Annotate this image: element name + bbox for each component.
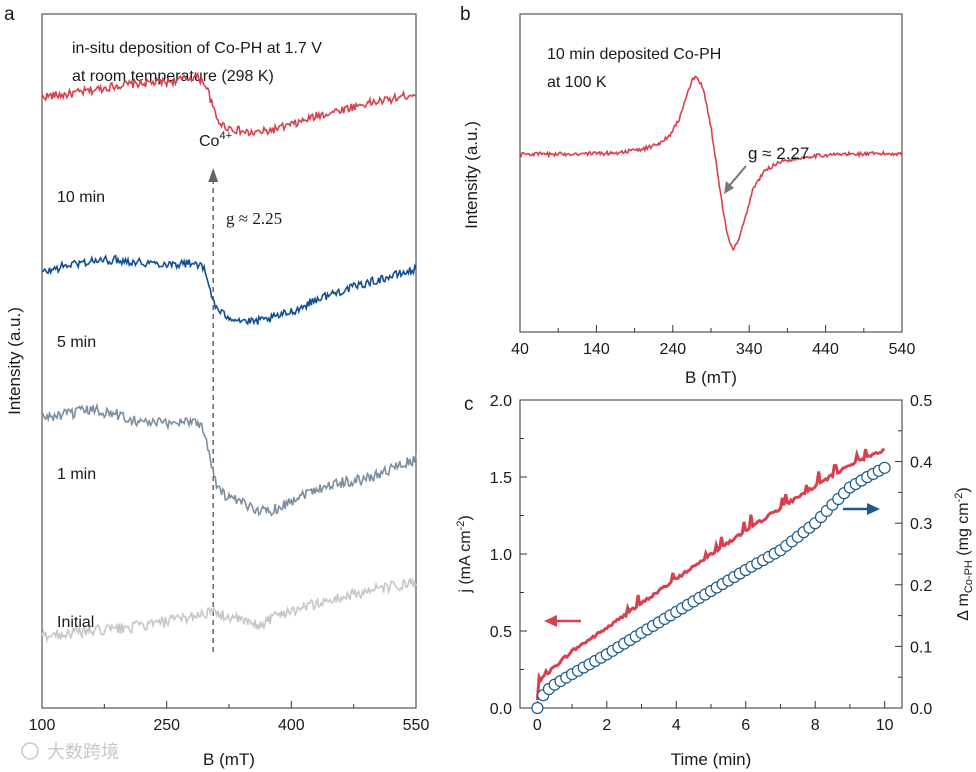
species-label: Co4+ xyxy=(199,130,232,150)
panel-a-y-axis-label: Intensity (a.u.) xyxy=(5,307,24,415)
y-tick-label-1.5: 1.5 xyxy=(490,470,512,487)
series-initial-label: Initial xyxy=(57,614,94,631)
x-tick-label-540: 540 xyxy=(889,341,916,358)
series-1-min-line xyxy=(41,402,417,517)
panel-b-x-tick-labels: 40 140 240 340 440 540 xyxy=(511,341,915,358)
panel-a-label: a xyxy=(4,4,15,25)
panel-b-title-line-1: 10 min deposited Co-PH xyxy=(547,46,721,63)
panel-b-pointer-arrow-shaft xyxy=(728,165,747,187)
panel-c-ticks xyxy=(520,399,902,709)
series-5-min-label: 5 min xyxy=(57,334,96,351)
panel-a-title-line-1: in-situ deposition of Co-PH at 1.7 V xyxy=(72,40,322,57)
x-tick-label-250: 250 xyxy=(153,717,180,734)
panel-c-x-tick-labels: 0 2 4 6 8 10 xyxy=(533,717,894,734)
mass-marker-point xyxy=(531,701,544,715)
current-density-line xyxy=(535,447,885,701)
x-tick-label-10: 10 xyxy=(876,717,894,734)
x-tick-label-550: 550 xyxy=(403,717,430,734)
x-tick-label-2: 2 xyxy=(602,717,611,734)
panel-b-title-line-2: at 100 K xyxy=(547,74,607,91)
x-tick-label-8: 8 xyxy=(811,717,820,734)
y-tick-label-2: 2.0 xyxy=(490,393,512,410)
panel-a: a in-situ deposition of Co-PH at 1.7 V a… xyxy=(4,4,429,769)
panel-c-left-y-tick-labels: 0.0 0.5 1.0 1.5 2.0 xyxy=(490,393,512,718)
right-axis-arrow xyxy=(843,503,880,515)
panel-c-right-y-tick-labels: 0.0 0.1 0.2 0.3 0.4 0.5 xyxy=(910,393,932,718)
y2-tick-label-0.1: 0.1 xyxy=(910,639,932,656)
y2-tick-label-0: 0.0 xyxy=(910,701,932,718)
series-10-min-line xyxy=(41,71,417,137)
x-tick-label-400: 400 xyxy=(278,717,305,734)
y-tick-label-1: 1.0 xyxy=(490,547,512,564)
panel-c-left-y-axis-label: j (mA cm-2) xyxy=(455,515,474,593)
x-tick-label-6: 6 xyxy=(741,717,750,734)
panel-b-x-axis-label: B (mT) xyxy=(685,368,737,387)
x-tick-label-100: 100 xyxy=(29,717,56,734)
panel-c-label: c xyxy=(464,394,474,415)
mass-change-markers xyxy=(531,461,891,715)
panel-b-pointer-arrowhead xyxy=(724,181,734,194)
watermark: 大数跨境 xyxy=(21,742,119,762)
x-tick-label-0: 0 xyxy=(533,717,542,734)
right-arrowhead xyxy=(867,503,880,515)
series-initial-line xyxy=(41,578,417,644)
left-arrowhead xyxy=(544,615,557,627)
panel-c: c 0 2 4 6 8 10 0.00.51.01.52.0 0.00.10.20.30.… xyxy=(455,393,975,769)
g-marker-arrowhead xyxy=(208,168,219,182)
watermark-logo-icon xyxy=(21,742,39,760)
panel-b-g-value: g ≈ 2.27 xyxy=(748,144,809,163)
panel-a-x-tick-labels: 100 250 400 550 xyxy=(29,717,430,734)
x-tick-label-340: 340 xyxy=(736,341,763,358)
y2-tick-label-0.2: 0.2 xyxy=(910,578,932,595)
left-axis-arrow xyxy=(544,615,581,627)
y-tick-label-0: 0.0 xyxy=(490,701,512,718)
y-tick-label-0.5: 0.5 xyxy=(490,624,512,641)
panel-a-g-value: g ≈ 2.25 xyxy=(226,209,282,228)
x-tick-label-40: 40 xyxy=(511,341,529,358)
series-1-min-label: 1 min xyxy=(57,466,96,483)
panel-b-y-axis-label: Intensity (a.u.) xyxy=(462,121,481,229)
panel-c-x-axis-label: Time (min) xyxy=(671,750,752,769)
x-tick-label-140: 140 xyxy=(583,341,610,358)
x-tick-label-4: 4 xyxy=(672,717,681,734)
panel-b-spectrum-line xyxy=(519,75,903,252)
panel-a-title-line-2: at room temperature (298 K) xyxy=(72,68,274,85)
panel-b: b 10 min deposited Co-PH at 100 K 40 140 2… xyxy=(460,4,915,387)
series-5-min-line xyxy=(41,254,417,326)
mass-marker-point xyxy=(878,461,891,474)
y2-tick-label-0.4: 0.4 xyxy=(910,455,932,472)
panel-a-x-ticks xyxy=(41,701,417,708)
panel-c-right-y-axis-label: Δ mCo-PH (mg cm-2) xyxy=(953,487,975,620)
panel-a-frame xyxy=(41,13,417,709)
x-tick-label-440: 440 xyxy=(812,341,839,358)
panel-a-x-axis-label: B (mT) xyxy=(203,750,255,769)
y2-tick-label-0.5: 0.5 xyxy=(910,393,932,410)
panel-b-x-ticks xyxy=(519,325,903,332)
watermark-text: 大数跨境 xyxy=(47,742,119,762)
panel-b-label: b xyxy=(460,4,471,25)
series-10-min-label: 10 min xyxy=(57,189,105,206)
x-tick-label-240: 240 xyxy=(659,341,686,358)
y2-tick-label-0.3: 0.3 xyxy=(910,516,932,533)
